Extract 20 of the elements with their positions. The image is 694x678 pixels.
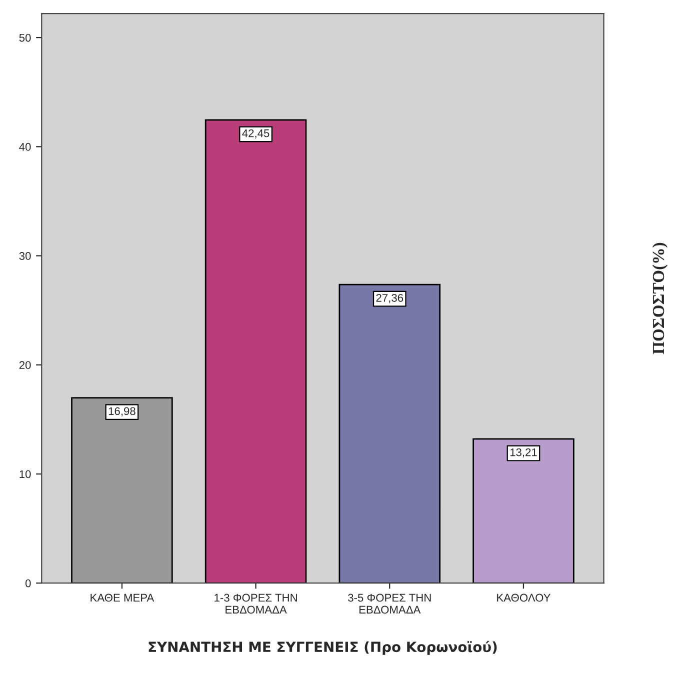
y-tick-label: 0	[25, 579, 31, 588]
bar	[204, 119, 307, 584]
x-tick-label: ΚΑΘΟΛΟΥ	[497, 594, 551, 602]
x-tick-label: ΚΑΘΕ ΜΕΡΑ	[90, 594, 154, 602]
data-label: 42,45	[242, 129, 270, 138]
y-tick-label: 40	[19, 142, 31, 151]
y-tick-label: 50	[19, 34, 31, 42]
bar	[338, 284, 441, 584]
bar	[71, 397, 173, 584]
data-label: 27,36	[376, 294, 404, 304]
data-label: 13,21	[510, 448, 537, 458]
x-axis-title: ΣΥΝΑΝΤΗΣΗ ΜΕ ΣΥΓΓΕΝΕΙΣ (Προ Κορωνοϊού)	[148, 640, 497, 655]
x-tick-label: 1-3 ΦΟΡΕΣ ΤΗΝ ΕΒΔΟΜΑΔΑ	[214, 594, 297, 614]
y-tick-label: 20	[19, 361, 31, 370]
x-tick-label: 3-5 ΦΟΡΕΣ ΤΗΝ ΕΒΔΟΜΑΔΑ	[348, 594, 431, 614]
y-tick-label: 30	[19, 252, 31, 260]
y-tick-label: 10	[20, 470, 31, 478]
y-axis-title: ΠΟΣΟΣΤΟ(%)	[652, 242, 668, 354]
bar	[472, 438, 574, 584]
data-label: 16,98	[108, 407, 136, 416]
